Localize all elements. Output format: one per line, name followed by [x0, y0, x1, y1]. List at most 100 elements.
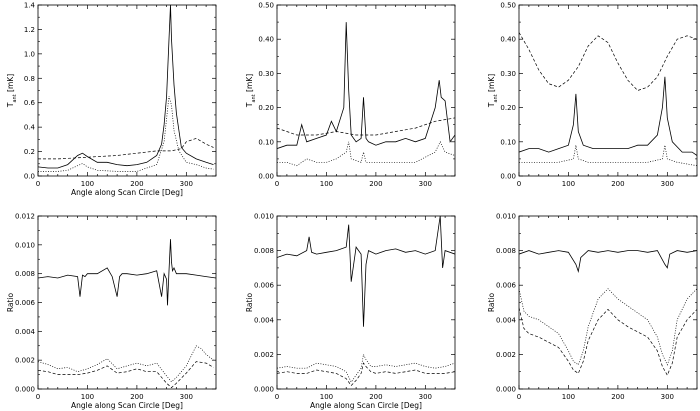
- y-tick-label: 0.4: [24, 124, 36, 132]
- y-tick-label: 0.006: [15, 299, 36, 307]
- x-tick-label: 0: [275, 393, 279, 401]
- y-tick-label: 0.00: [258, 173, 274, 181]
- y-axis-label: Tant [mK]: [245, 74, 257, 108]
- y-label-subscript: ant: [251, 94, 257, 102]
- series-dotted-line: [277, 140, 455, 167]
- y-tick-label: 0.10: [500, 138, 516, 146]
- y-tick-label: 0.008: [254, 247, 274, 255]
- plot-frame: [276, 215, 456, 390]
- plot-frame: [518, 4, 698, 177]
- x-tick-label: 100: [81, 393, 94, 401]
- x-tick-label: 300: [180, 180, 193, 188]
- panel-1: 0 100 200 300 0.0 0.2 0.4 0.6 0.8 1.0 1.2 1.4 Angle …: [6, 2, 217, 197]
- y-tick-label: 0.0: [24, 173, 35, 181]
- x-tick-label: 0: [275, 180, 279, 188]
- panel-2: 0 100 200 300 0.00 0.10 0.20 0.30 0.40 0.50 Tant […: [245, 2, 456, 188]
- y-tick-label: 0.004: [254, 316, 275, 324]
- x-tick-label: 0: [517, 393, 521, 401]
- y-tick-label: 0.30: [500, 70, 516, 78]
- plot-frame: [37, 4, 217, 177]
- y-tick-label: 0.010: [15, 241, 35, 249]
- x-axis-label: Angle along Scan Circle [Deg]: [310, 401, 422, 410]
- x-tick-label: 100: [562, 180, 575, 188]
- y-tick-label: 0.40: [258, 36, 274, 44]
- y-tick-label: 0.002: [15, 357, 35, 365]
- y-tick-label: 0.004: [15, 328, 36, 336]
- y-tick-label: 0.30: [258, 70, 274, 78]
- y-tick-label: 0.008: [15, 270, 35, 278]
- panel-4: 0 100 200 300 0.000 0.002 0.004 0.006 0.008 0.010…: [6, 213, 217, 410]
- x-tick-label: 200: [611, 180, 624, 188]
- y-tick-label: 0.000: [254, 386, 274, 394]
- x-tick-label: 200: [369, 180, 382, 188]
- y-tick-label: 0.010: [496, 213, 516, 221]
- x-tick-label: 300: [419, 393, 432, 401]
- y-label-main: T: [487, 102, 496, 108]
- series-dotted-line: [38, 345, 214, 383]
- x-tick-label: 0: [36, 180, 40, 188]
- y-tick-label: 0.004: [496, 316, 517, 324]
- series-solid-line: [519, 250, 697, 273]
- x-tick-label: 100: [320, 393, 333, 401]
- series-dotted-line: [519, 145, 697, 167]
- y-axis-label: Tant [mK]: [487, 74, 499, 108]
- series-dotted-line: [519, 288, 697, 366]
- y-label-unit: [mK]: [6, 74, 15, 95]
- y-tick-label: 1.4: [24, 2, 36, 10]
- y-tick-label: 0.40: [500, 36, 516, 44]
- y-tick-label: 1.0: [24, 50, 35, 58]
- y-tick-label: 0.002: [496, 351, 516, 359]
- series-dotted-line: [277, 353, 455, 383]
- x-tick-label: 100: [320, 180, 333, 188]
- series-dashed-line: [519, 307, 697, 376]
- series-solid-line: [38, 239, 216, 306]
- x-axis-label: Angle along Scan Circle [Deg]: [71, 401, 183, 410]
- series-solid-line: [38, 5, 214, 169]
- series-dashed-line: [519, 32, 697, 91]
- series-dashed-line: [277, 362, 455, 387]
- x-tick-label: 100: [81, 180, 94, 188]
- y-label-main: T: [245, 102, 254, 108]
- x-tick-label: 100: [562, 393, 575, 401]
- y-tick-label: 1.2: [24, 26, 35, 34]
- y-tick-label: 0.006: [254, 282, 275, 290]
- x-tick-label: 200: [130, 180, 143, 188]
- y-label-unit: [mK]: [487, 74, 496, 95]
- y-tick-label: 0.2: [24, 148, 35, 156]
- y-axis-label: Ratio: [6, 292, 15, 312]
- y-label-unit: [mK]: [245, 74, 254, 95]
- x-tick-label: 300: [661, 180, 674, 188]
- series-dashed-line: [38, 138, 214, 160]
- y-tick-label: 0.8: [24, 75, 35, 83]
- y-tick-label: 0.006: [496, 282, 517, 290]
- y-tick-label: 0.008: [496, 247, 516, 255]
- y-tick-label: 0.20: [258, 104, 274, 112]
- y-tick-label: 0.6: [24, 99, 36, 107]
- plot-frame: [518, 215, 698, 390]
- panel-6: 0 100 200 300 0.000 0.002 0.004 0.006 0.008 0.010…: [487, 213, 698, 401]
- y-tick-label: 0.010: [254, 213, 274, 221]
- y-axis-label: Ratio: [245, 292, 254, 312]
- series-dotted-line: [38, 96, 214, 172]
- series-solid-line: [277, 22, 455, 149]
- plot-frame: [276, 4, 456, 177]
- y-tick-label: 0.002: [254, 351, 274, 359]
- series-dashed-line: [38, 361, 214, 389]
- series-solid-line: [277, 216, 455, 327]
- y-label-main: T: [6, 102, 15, 108]
- panel-5: 0 100 200 300 0.000 0.002 0.004 0.006 0.008 0.010…: [245, 213, 456, 410]
- x-tick-label: 300: [180, 393, 193, 401]
- x-tick-label: 0: [36, 393, 40, 401]
- y-tick-label: 0.000: [496, 386, 516, 394]
- x-tick-label: 200: [369, 393, 382, 401]
- x-tick-label: 300: [661, 393, 674, 401]
- y-tick-label: 0.50: [500, 2, 516, 10]
- series-dashed-line: [277, 117, 455, 136]
- y-tick-label: 0.10: [258, 138, 274, 146]
- y-axis-label: Ratio: [487, 292, 496, 312]
- plot-frame: [37, 215, 217, 390]
- series-solid-line: [519, 76, 697, 156]
- x-tick-label: 200: [611, 393, 624, 401]
- x-tick-label: 0: [517, 180, 521, 188]
